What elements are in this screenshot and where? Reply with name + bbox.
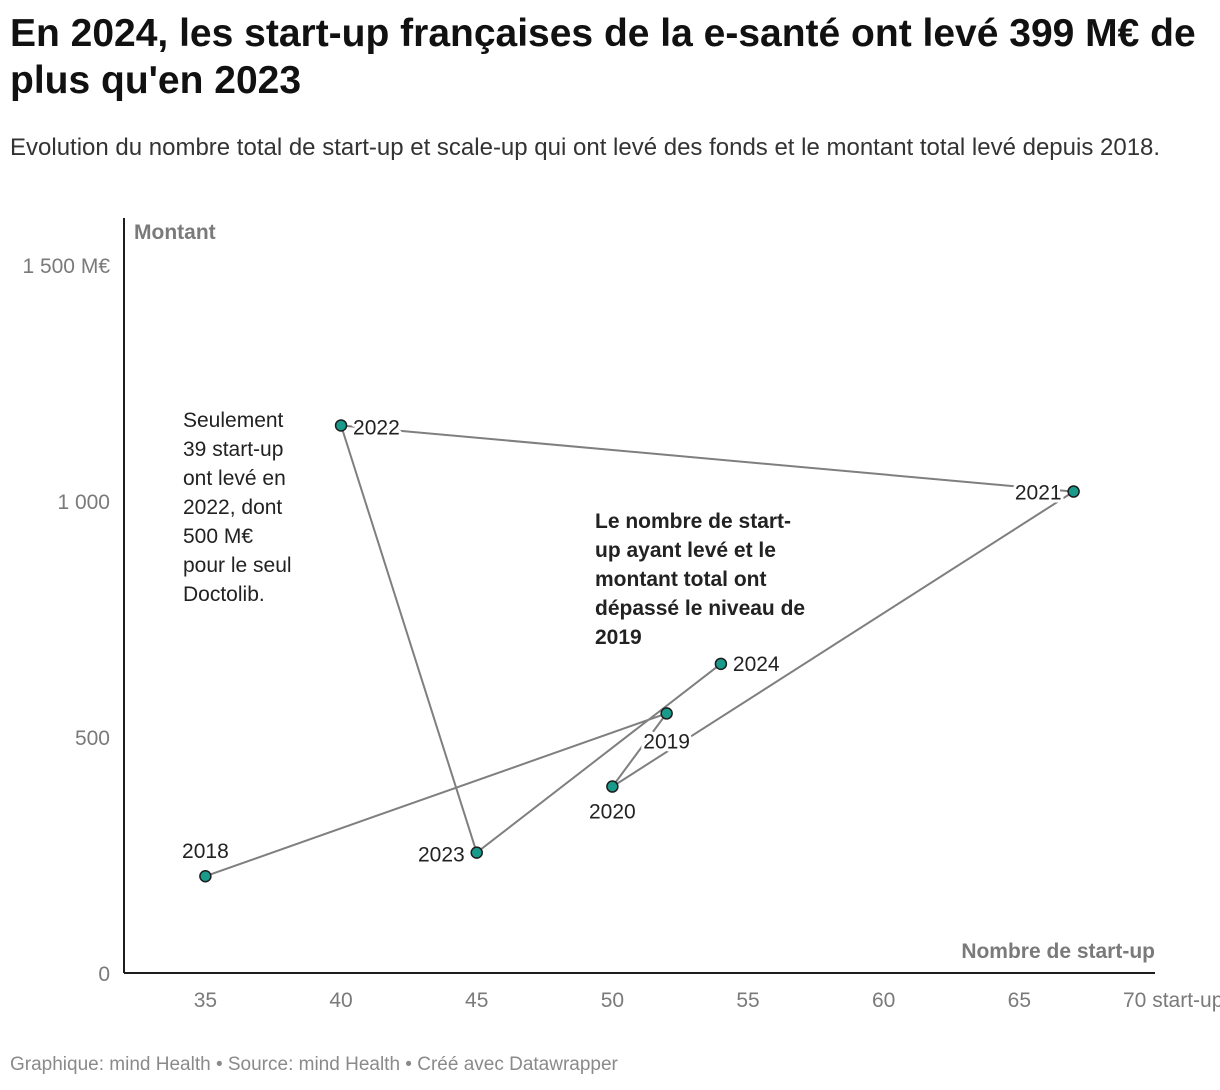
point-label-halo: 2019 <box>643 730 690 753</box>
annotation-line: pour le seul <box>183 554 292 577</box>
data-point <box>714 657 728 671</box>
annotation-line: Doctolib. <box>183 583 265 606</box>
connector-path <box>205 424 1077 878</box>
x-tick-label: 70 start-up <box>1123 989 1220 1012</box>
chart-subtitle: Evolution du nombre total de start-up et… <box>10 134 1161 161</box>
point-labels: 2018201820192019202020202021202120222022… <box>179 413 1065 869</box>
chart-footer: Graphique: mind Health • Source: mind He… <box>10 1054 618 1075</box>
y-tick-label: 0 <box>98 963 110 986</box>
annotation-line: ont levé en <box>183 467 286 490</box>
x-tick-label: 55 <box>736 989 759 1012</box>
annotation-line: up ayant levé et le <box>595 539 776 562</box>
y-tick-label: 1 500 M€ <box>22 255 110 278</box>
annotation-line: 500 M€ <box>183 525 253 548</box>
x-tick-label: 35 <box>194 989 217 1012</box>
data-point <box>660 707 673 720</box>
axes-layer: 0 500 1 000 1 500 M€ 35 40 45 50 55 60 65 70 start-… <box>22 218 1220 1012</box>
annotation-text: Le nombre de start-up ayant levé et le mo… <box>595 510 805 649</box>
x-axis-title: Nombre de start-up <box>961 940 1155 963</box>
annotation-line: montant total ont <box>595 568 766 591</box>
annotation-line: dépassé le niveau de <box>595 597 805 620</box>
x-tick-label: 50 <box>601 989 624 1012</box>
point-label: 2018 <box>182 840 229 863</box>
x-tick-label: 45 <box>465 989 488 1012</box>
annotation-text: Seulement 39 start-up ont levé en 2022, don… <box>183 409 292 606</box>
data-point <box>1067 485 1080 498</box>
point-label: 2024 <box>733 653 780 676</box>
data-point <box>470 846 483 859</box>
point-label: 2019 <box>643 730 690 753</box>
annotation-line: Le nombre de start- <box>595 510 791 533</box>
data-point <box>334 419 348 432</box>
y-axis-title: Montant <box>134 221 216 244</box>
point-label-halo: 2018 <box>182 840 229 863</box>
annotation-line: 39 start-up <box>183 438 283 461</box>
point-label-halo: 2020 <box>589 801 636 824</box>
point-label: 2023 <box>418 844 465 867</box>
chart-canvas: 0 500 1 000 1 500 M€ 35 40 45 50 55 60 65 70 start-… <box>22 218 1220 1012</box>
annotation-line: Seulement <box>183 409 284 432</box>
x-tick-label: 60 <box>872 989 895 1012</box>
annotation-line: 2019 <box>595 626 642 649</box>
data-point <box>199 869 212 883</box>
y-tick-label: 1 000 <box>57 491 110 514</box>
x-tick-label: 65 <box>1008 989 1031 1012</box>
chart-title: En 2024, les start-up françaises de la e… <box>10 12 1196 102</box>
point-label: 2020 <box>589 801 636 824</box>
y-tick-label: 500 <box>75 727 110 750</box>
x-tick-label: 40 <box>329 989 352 1012</box>
point-label: 2021 <box>1015 482 1062 505</box>
point-label-halo: 2022 <box>353 416 400 439</box>
point-label: 2022 <box>353 416 400 439</box>
point-label-halo: 2024 <box>733 653 780 676</box>
point-label-halo: 2021 <box>1015 482 1062 505</box>
connector-lines <box>205 424 1077 878</box>
data-point <box>606 780 619 793</box>
point-label-halo: 2023 <box>418 844 465 867</box>
data-points <box>199 419 1080 883</box>
annotations: Seulement 39 start-up ont levé en 2022, don… <box>183 409 805 649</box>
annotation-line: 2022, dont <box>183 496 282 519</box>
